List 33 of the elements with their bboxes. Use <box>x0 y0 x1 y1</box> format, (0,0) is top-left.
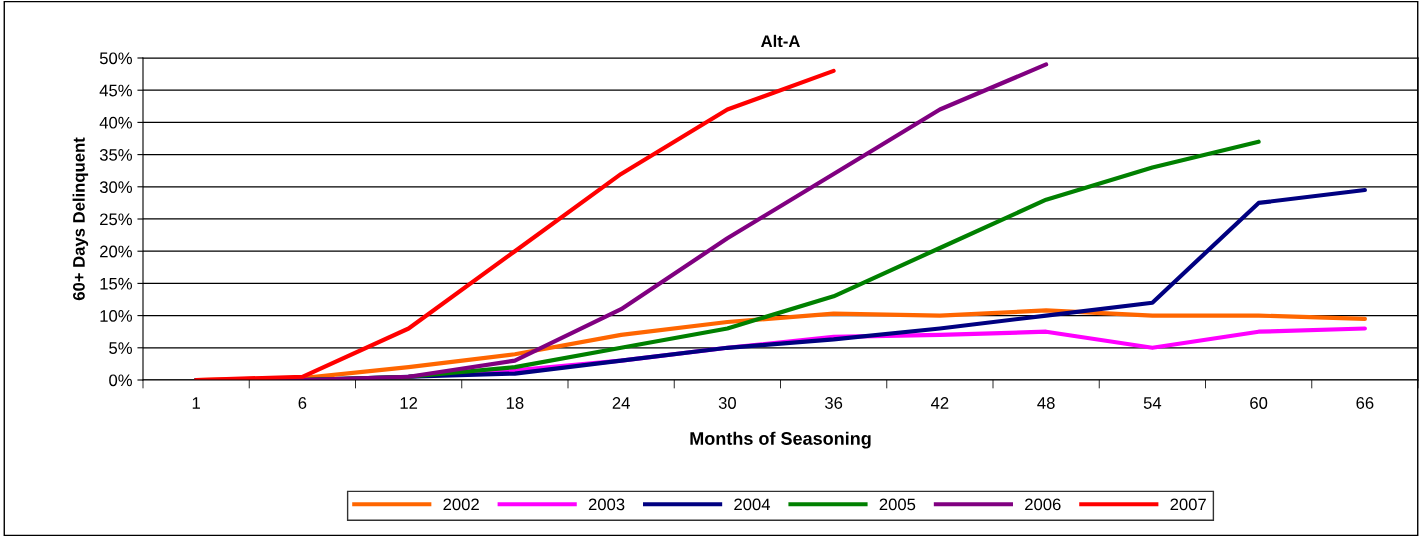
legend-label: 2004 <box>734 498 771 511</box>
x-tick-label: 36 <box>824 397 843 409</box>
x-tick-label: 66 <box>1356 397 1374 409</box>
x-axis-title: Months of Seasoning <box>690 431 871 449</box>
y-tick-label: 10% <box>100 310 132 322</box>
x-tick-label: 24 <box>612 397 630 409</box>
y-tick-label: 35% <box>99 149 132 161</box>
y-tick-label: 30% <box>99 181 132 193</box>
x-tick-label: 1 <box>192 397 200 409</box>
x-tick-label: 48 <box>1037 397 1055 409</box>
x-tick-label: 54 <box>1143 397 1162 409</box>
y-tick-label: 20% <box>100 245 132 258</box>
x-tick-label: 42 <box>930 397 949 409</box>
legend-label: 2006 <box>1025 498 1061 511</box>
x-tick-label: 6 <box>298 397 307 409</box>
y-axis-title: 60+ Days Delinquent <box>72 137 89 301</box>
y-tick-label: 40% <box>99 116 132 129</box>
legend-label: 2002 <box>443 498 479 511</box>
legend-label: 2007 <box>1170 498 1206 511</box>
chart-title: Alt-A <box>761 34 800 48</box>
legend-label: 2003 <box>588 498 625 511</box>
y-tick-label: 5% <box>109 342 132 354</box>
x-tick-label: 12 <box>400 397 418 409</box>
y-tick-label: 0% <box>109 374 132 387</box>
line-series <box>194 68 836 380</box>
y-tick-label: 15% <box>100 277 132 290</box>
y-tick-label: 25% <box>100 213 132 226</box>
y-tick-label: 45% <box>99 84 132 97</box>
x-tick-label: 18 <box>506 397 524 409</box>
x-tick-label: 30 <box>718 397 736 409</box>
x-tick-label: 60 <box>1250 397 1268 409</box>
y-tick-label: 50% <box>99 52 132 65</box>
legend-label: 2005 <box>879 498 916 511</box>
